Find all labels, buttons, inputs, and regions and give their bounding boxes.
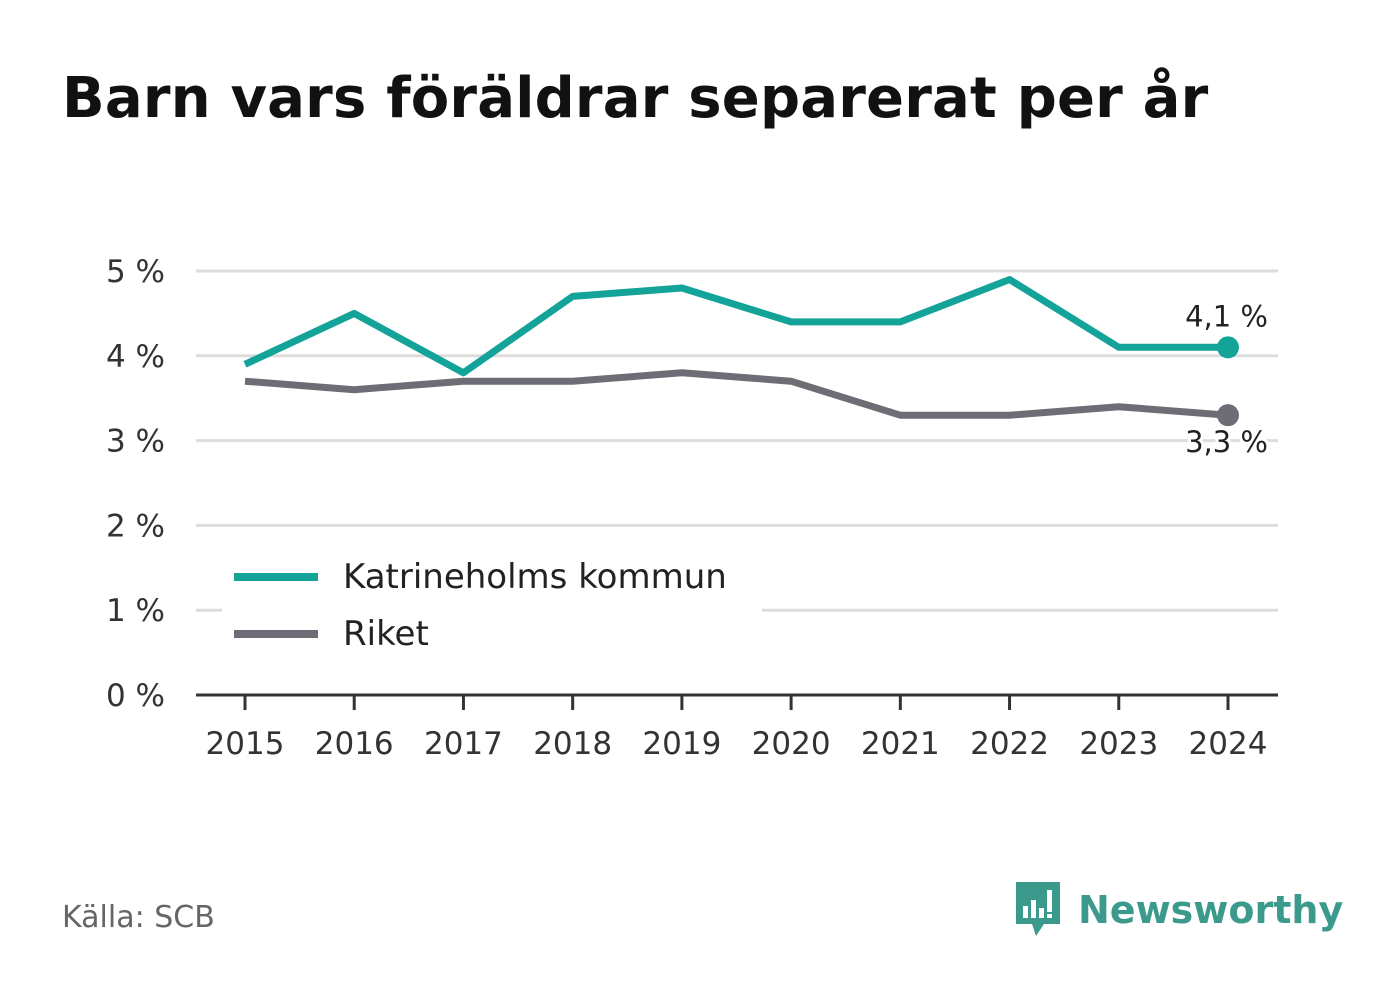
x-tick-label: 2021 <box>861 726 940 762</box>
legend-label: Katrineholms kommun <box>343 557 727 597</box>
source-label: Källa: SCB <box>62 900 215 935</box>
legend: Katrineholms kommun Riket <box>222 548 762 654</box>
x-tick-label: 2017 <box>424 726 503 762</box>
end-point-marker <box>1217 404 1239 427</box>
series-line <box>244 369 1229 419</box>
x-tick-label: 2018 <box>533 726 612 762</box>
end-point-marker <box>1217 336 1239 359</box>
y-tick-label: 4 % <box>106 339 165 375</box>
chart-title: Barn vars föräldrar separerat per år <box>62 66 1209 131</box>
x-tick-label: 2015 <box>206 726 285 762</box>
x-axis: 2015 2016 2017 2018 2019 2020 2021 2022 2023 2024 <box>196 693 1278 762</box>
legend-label: Riket <box>343 614 429 654</box>
end-value-label: 3,3 % <box>1185 425 1268 459</box>
y-tick-label: 3 % <box>106 424 165 460</box>
x-tick-label: 2024 <box>1189 726 1268 762</box>
y-tick-label: 5 % <box>106 254 165 290</box>
series-lines: 4,1 % 3,3 % <box>243 276 1271 462</box>
y-axis: 0 % 1 % 2 % 3 % 4 % 5 % <box>106 254 165 714</box>
end-value-label: 4,1 % <box>1185 299 1268 333</box>
x-tick-label: 2020 <box>752 726 831 762</box>
x-tick-label: 2016 <box>315 726 394 762</box>
x-tick-label: 2023 <box>1079 726 1158 762</box>
brand-name: Newsworthy <box>1078 888 1344 932</box>
x-tick-label: 2019 <box>642 726 721 762</box>
newsworthy-logo-icon <box>1016 882 1060 936</box>
y-tick-label: 0 % <box>106 678 165 714</box>
brand-logo: Newsworthy <box>1012 880 1343 940</box>
x-tick-label: 2022 <box>970 726 1049 762</box>
series-line <box>243 276 1228 377</box>
y-tick-label: 1 % <box>106 593 165 629</box>
y-tick-label: 2 % <box>106 508 165 544</box>
